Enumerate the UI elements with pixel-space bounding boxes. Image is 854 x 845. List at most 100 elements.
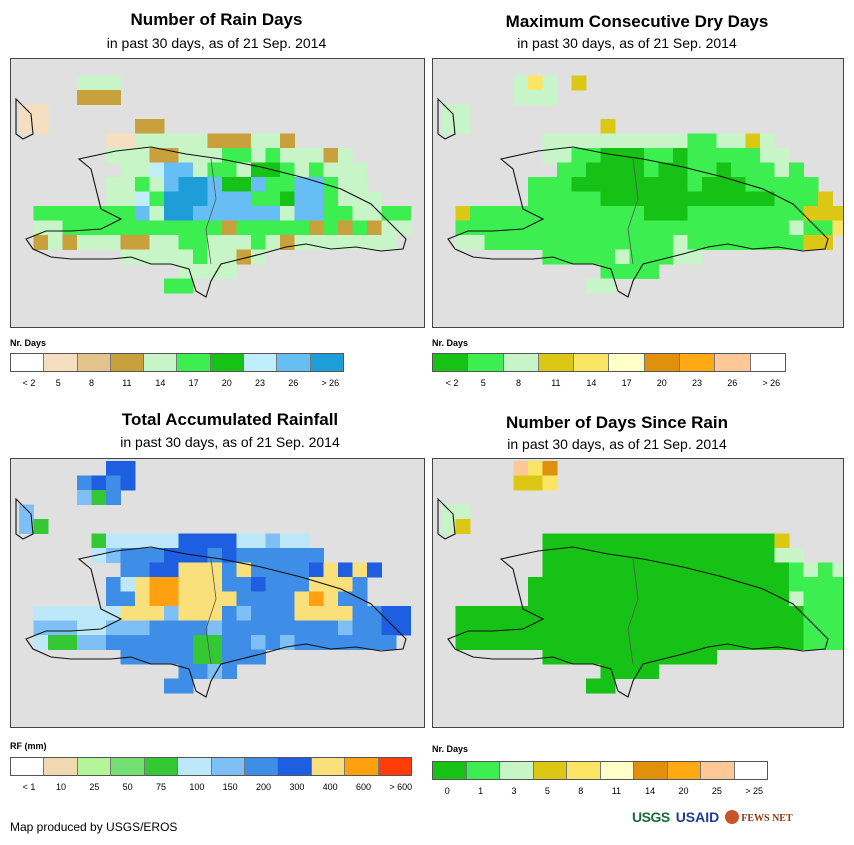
grid-cell <box>658 162 674 178</box>
grid-cell <box>77 620 92 636</box>
grid-cell <box>774 235 790 250</box>
legend-swatch <box>750 354 785 371</box>
grid-cell <box>658 562 674 578</box>
grid-cell <box>193 620 208 636</box>
grid-cell <box>77 475 92 491</box>
grid-cell <box>338 206 353 221</box>
grid-cell <box>178 177 194 192</box>
grid-cell <box>222 548 237 563</box>
grid-cell <box>673 235 688 250</box>
grid-cell <box>265 220 281 236</box>
grid-cell <box>586 562 601 578</box>
grid-cell <box>542 635 558 650</box>
grid-cell <box>294 148 310 163</box>
legend-swatch <box>734 762 767 779</box>
grid-cell <box>644 591 659 607</box>
grid-cell <box>294 635 310 650</box>
grid-cell <box>323 606 339 621</box>
grid-cell <box>178 249 194 265</box>
grid-cell <box>716 577 732 592</box>
grid-cell <box>323 635 339 650</box>
grid-cell <box>586 649 601 665</box>
grid-cell <box>251 562 266 578</box>
legend-swatch <box>44 354 78 371</box>
grid-cell <box>528 206 543 221</box>
legend-swatch <box>178 758 212 775</box>
grid-cell <box>265 591 281 607</box>
grid-cell <box>396 606 411 621</box>
grid-cell <box>236 649 252 665</box>
grid-cell <box>687 177 703 192</box>
grid-cell <box>629 177 645 192</box>
grid-cell <box>193 133 208 149</box>
grid-cell <box>731 591 746 607</box>
grid-cell <box>236 177 252 192</box>
grid-cell <box>687 548 703 563</box>
legend-swatch <box>715 354 751 371</box>
grid-cell <box>193 191 208 207</box>
grid-cell <box>803 591 819 607</box>
grid-cell <box>600 649 616 665</box>
grid-cell <box>470 220 485 236</box>
grid-cell <box>120 148 136 163</box>
grid-cell <box>644 562 659 578</box>
grid-cell <box>528 90 543 105</box>
grid-cell <box>687 220 703 236</box>
grid-cell <box>542 206 558 221</box>
grid-cell <box>658 533 674 549</box>
grid-cell <box>629 162 645 178</box>
grid-cell <box>702 620 717 636</box>
grid-cell <box>265 620 281 636</box>
grid-cell <box>586 635 601 650</box>
grid-cell <box>789 206 804 221</box>
grid-cell <box>381 606 397 621</box>
grid-cell <box>716 177 732 192</box>
panel-title: Number of Days Since Rain <box>505 413 728 432</box>
grid-cell <box>48 606 63 621</box>
grid-cell <box>455 504 471 520</box>
grid-cell <box>309 191 324 207</box>
legend-label: 20 <box>678 786 689 796</box>
map-grid <box>15 75 411 298</box>
grid-cell <box>352 635 368 650</box>
grid-cell <box>236 620 252 636</box>
grid-cell <box>33 606 49 621</box>
grid-cell <box>236 533 252 549</box>
grid-cell <box>499 220 514 236</box>
legend-swatch <box>701 762 735 779</box>
grid-cell <box>323 206 339 221</box>
grid-cell <box>644 533 659 549</box>
grid-cell <box>484 220 500 236</box>
legend-label: 200 <box>256 782 272 792</box>
grid-cell <box>774 162 790 178</box>
grid-cell <box>760 235 775 250</box>
legend-swatch <box>644 354 681 371</box>
grid-cell <box>178 264 194 279</box>
legend-label: 14 <box>586 378 597 388</box>
grid-cell <box>135 577 150 592</box>
grid-cell <box>106 577 121 592</box>
grid-cell <box>207 577 223 592</box>
panel-title: Maximum Consecutive Dry Days <box>505 12 769 31</box>
grid-cell <box>818 591 833 607</box>
grid-cell <box>542 620 558 636</box>
grid-cell <box>542 533 558 549</box>
grid-cell <box>193 562 208 578</box>
legend-title: RF (mm) <box>10 741 47 751</box>
grid-cell <box>658 649 674 665</box>
grid-cell <box>236 133 252 149</box>
grid-cell <box>513 235 529 250</box>
grid-cell <box>731 533 746 549</box>
grid-cell <box>120 533 136 549</box>
grid-cell <box>207 548 223 563</box>
grid-cell <box>731 562 746 578</box>
grid-cell <box>106 635 121 650</box>
legend-label: > 26 <box>762 378 781 388</box>
coastline-outline <box>25 146 407 298</box>
grid-cell <box>600 606 616 621</box>
grid-cell <box>615 220 630 236</box>
grid-cell <box>615 649 630 665</box>
grid-cell <box>236 562 252 578</box>
grid-cell <box>441 519 456 534</box>
grid-cell <box>33 235 49 250</box>
